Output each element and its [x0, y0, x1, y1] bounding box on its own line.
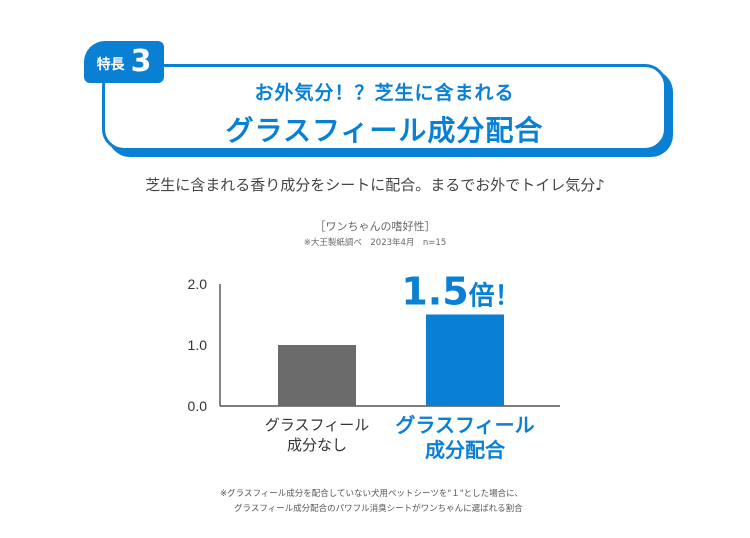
feature-badge: 特長 3: [84, 41, 164, 83]
annotation-suffix: 倍！: [469, 281, 521, 312]
feature-badge-number: 3: [130, 44, 152, 79]
feature-badge-label: 特長: [96, 57, 125, 73]
footnote-line-1: ※グラスフィール成分を配合していない犬用ペットシーツを"１"とした場合に、: [220, 489, 523, 499]
x-category-label: 成分配合: [425, 438, 506, 462]
x-category-label: 成分なし: [287, 436, 347, 454]
bar: [278, 345, 356, 406]
bar: [426, 314, 504, 406]
survey-note: ※大王製紙調べ 2023年4月 n=15: [303, 238, 447, 248]
headline-subtitle: お外気分！？芝生に含まれる: [254, 82, 515, 104]
lead-text: 芝生に含まれる香り成分をシートに配合。まるでお外でトイレ気分♪: [145, 176, 605, 194]
footnotes: ※グラスフィール成分を配合していない犬用ペットシーツを"１"とした場合に、 グラ…: [220, 487, 640, 517]
y-tick-label: 1.0: [188, 337, 208, 353]
highlight-annotation: 1.5倍！: [401, 270, 520, 314]
x-category-label: グラスフィール: [265, 416, 369, 434]
annotation-value: 1.5: [401, 270, 468, 314]
headline-box: お外気分！？芝生に含まれる グラスフィール成分配合: [102, 64, 667, 151]
y-tick-label: 0.0: [188, 398, 208, 414]
x-category-label: グラスフィール: [395, 413, 534, 437]
footnote-line-2: グラスフィール成分配合のパワフル消臭シートがワンちゃんに選ばれる割合: [234, 504, 523, 514]
chart-title: ［ワンちゃんの嗜好性］: [314, 220, 436, 233]
headline-title: グラスフィール成分配合: [225, 114, 544, 147]
y-tick-label: 2.0: [188, 276, 208, 292]
